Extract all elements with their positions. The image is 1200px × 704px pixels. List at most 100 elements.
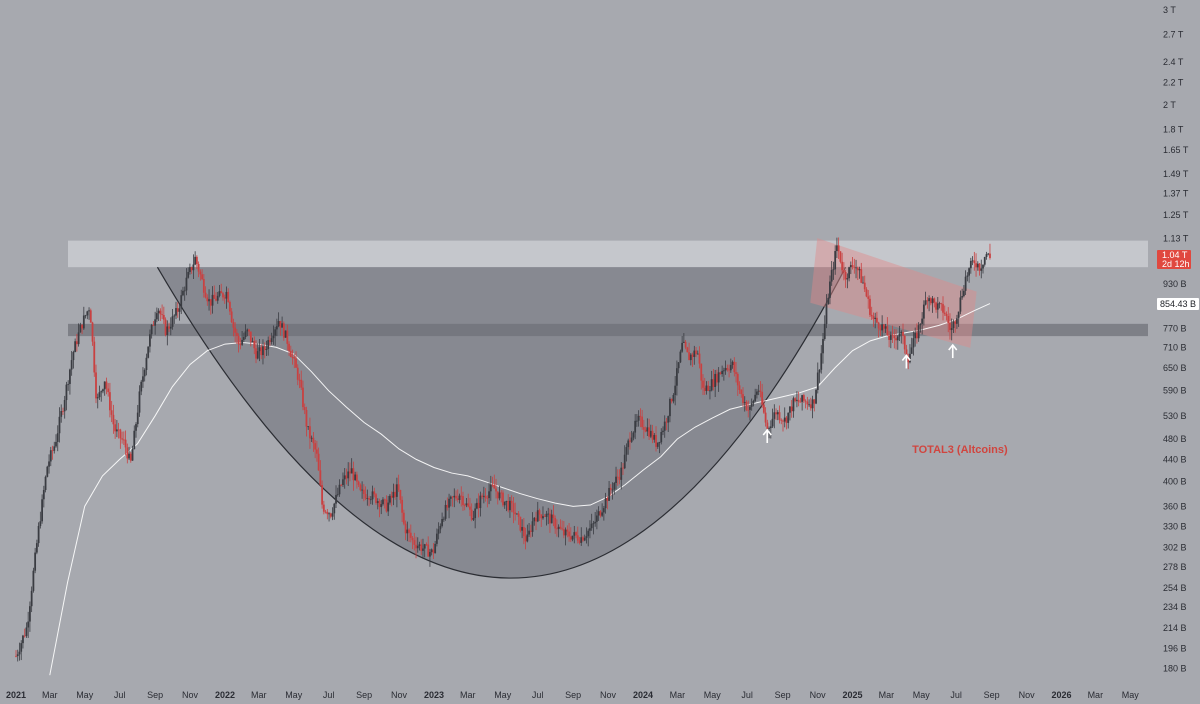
candle-body	[870, 314, 873, 317]
x-tick-label: May	[494, 690, 512, 700]
candle-body	[914, 332, 917, 339]
candle-body	[312, 437, 315, 444]
candle-body	[345, 475, 348, 479]
candle-body	[855, 267, 857, 269]
candle-body	[390, 495, 393, 498]
candle-body	[246, 329, 249, 332]
candle-body	[256, 351, 259, 359]
candle-body	[444, 504, 447, 519]
candle-body	[164, 319, 167, 335]
x-tick-label: 2025	[843, 690, 863, 700]
up-arrow-icon	[948, 343, 958, 359]
candle-body	[613, 482, 616, 490]
candle-body	[484, 495, 487, 498]
candle-body	[714, 373, 717, 387]
candle-body	[260, 347, 263, 356]
candle-body	[18, 651, 21, 655]
candle-body	[693, 350, 696, 357]
candle-body	[455, 495, 457, 499]
candle-body	[886, 326, 889, 336]
candle-body	[145, 357, 148, 371]
candle-body	[754, 394, 757, 402]
candle-body	[949, 322, 951, 331]
candle-body	[785, 417, 788, 423]
candle-body	[601, 512, 604, 516]
candle-body	[985, 254, 988, 257]
candle-body	[867, 296, 870, 299]
y-tick-label: 400 B	[1163, 477, 1187, 487]
candle-body	[596, 515, 598, 522]
x-tick-label: Sep	[356, 690, 372, 700]
candle-body	[135, 424, 137, 431]
candle-body	[481, 495, 484, 497]
candle-body	[602, 508, 605, 513]
candle-body	[637, 415, 640, 421]
candle-body	[41, 499, 43, 522]
candle-body	[171, 316, 174, 327]
candle-body	[159, 310, 162, 315]
candle-body	[681, 342, 684, 352]
candle-body	[107, 388, 110, 393]
x-tick-label: Jul	[741, 690, 753, 700]
candle-body	[310, 437, 313, 439]
candle-body	[898, 333, 901, 337]
candle-body	[32, 570, 35, 591]
candle-body	[806, 401, 809, 405]
candle-body	[155, 313, 158, 320]
candle-body	[189, 267, 191, 272]
candle-body	[114, 424, 117, 432]
x-tick-label: Jul	[950, 690, 962, 700]
cup-outline	[156, 266, 847, 579]
candle-body	[498, 492, 501, 499]
candle-body	[568, 531, 570, 537]
candle-body	[540, 514, 543, 519]
candle-body	[133, 430, 136, 450]
candle-body	[366, 498, 369, 499]
candle-body	[95, 372, 97, 399]
candle-body	[465, 503, 468, 506]
x-tick-label: May	[76, 690, 94, 700]
candle-body	[684, 341, 687, 348]
candle-body	[632, 432, 635, 438]
candle-body	[389, 495, 391, 503]
candle-body	[515, 513, 518, 515]
candle-body	[881, 324, 884, 331]
candle-body	[255, 348, 257, 359]
candle-body	[667, 416, 670, 423]
candle-body	[185, 277, 188, 291]
candle-body	[815, 389, 817, 404]
candle-body	[147, 346, 150, 358]
candle-body	[425, 544, 428, 546]
candle-body	[77, 332, 80, 345]
y-tick-label: 1.25 T	[1163, 210, 1189, 220]
candle-body	[790, 406, 793, 412]
candle-body	[72, 352, 75, 361]
x-tick-label: May	[285, 690, 303, 700]
candle-body	[216, 295, 219, 301]
candle-body	[856, 267, 859, 271]
candle-body	[703, 387, 706, 391]
candle-body	[743, 401, 746, 403]
candle-body	[347, 471, 350, 479]
candle-body	[336, 494, 339, 496]
candle-body	[187, 271, 190, 278]
candle-body	[700, 363, 703, 381]
candle-body	[244, 331, 247, 338]
candle-body	[129, 453, 132, 461]
candle-body	[434, 543, 437, 554]
candle-body	[816, 372, 819, 390]
y-tick-label: 254 B	[1163, 583, 1187, 593]
candle-body	[208, 299, 210, 302]
candle-body	[929, 298, 932, 304]
candle-body	[799, 401, 802, 403]
candle-body	[328, 513, 330, 515]
candle-body	[303, 407, 306, 410]
candle-body	[86, 311, 89, 316]
candle-body	[975, 263, 977, 268]
x-tick-label: Mar	[879, 690, 895, 700]
candle-body	[522, 527, 525, 537]
candle-body	[143, 370, 146, 377]
candle-body	[300, 379, 303, 388]
candle-body	[792, 398, 795, 412]
x-tick-label: May	[913, 690, 931, 700]
